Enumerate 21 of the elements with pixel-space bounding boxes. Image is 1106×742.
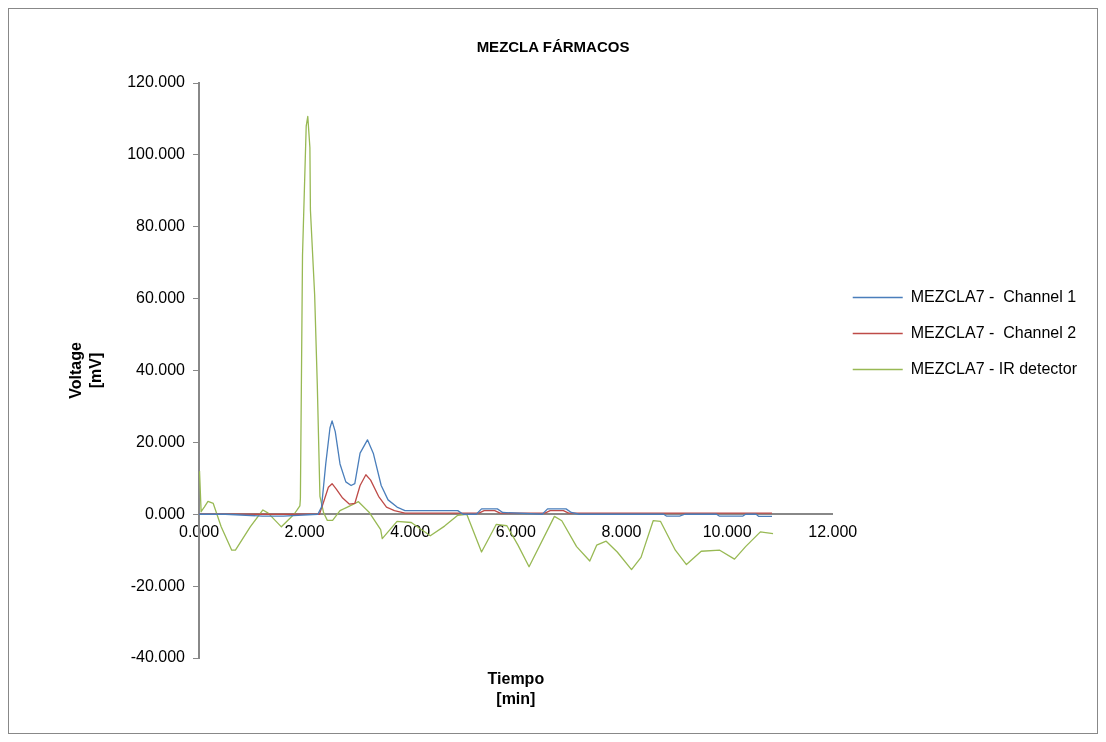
x-tick-label: 6.000 (495, 523, 536, 541)
y-tick-label: 120.000 (127, 73, 186, 91)
x-axis-title: Tiempo [min] (487, 670, 545, 707)
x-tick-label: 12.000 (808, 523, 858, 541)
chart-title: MEZCLA FÁRMACOS (476, 38, 630, 56)
legend-label: MEZCLA7 - Channel 1 (910, 287, 1077, 305)
y-tick-label: 60.000 (136, 289, 186, 307)
x-tick-label: 2.000 (284, 523, 325, 541)
y-tick-label: 20.000 (136, 432, 186, 450)
y-tick-label: 100.000 (127, 145, 186, 163)
y-axis-title: Voltage [mV] (67, 342, 104, 399)
y-tick-label: 0.000 (144, 504, 186, 522)
legend-label: MEZCLA7 - IR detector (910, 359, 1078, 377)
legend-label: MEZCLA7 - Channel 2 (910, 323, 1077, 341)
y-tick-label: -40.000 (130, 648, 186, 666)
x-tick-label: 8.000 (601, 523, 642, 541)
x-tick-label: 10.000 (702, 523, 752, 541)
y-tick-label: 40.000 (136, 360, 186, 378)
x-tick-label: 4.000 (390, 523, 431, 541)
y-tick-label: -20.000 (130, 576, 186, 594)
y-tick-label: 80.000 (136, 217, 186, 235)
